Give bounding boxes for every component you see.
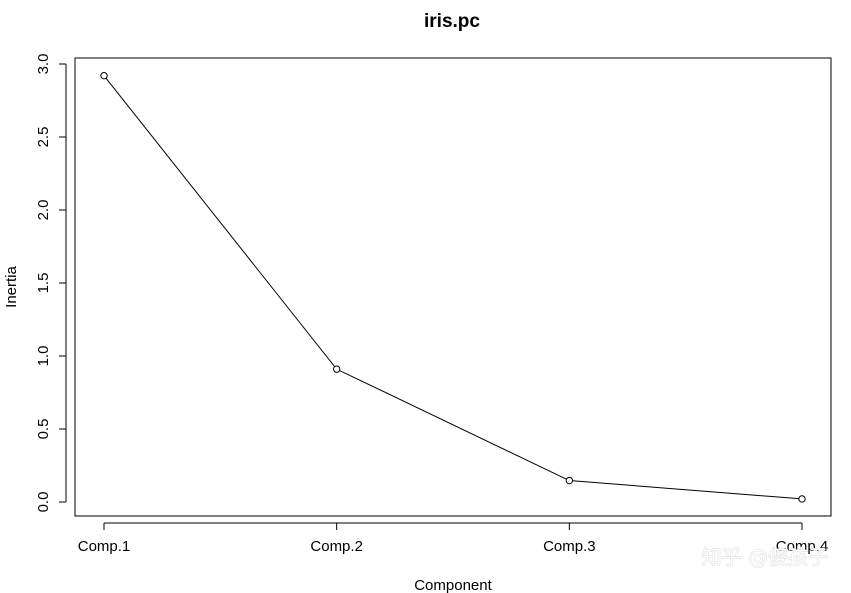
watermark: 知乎 @傻孩子: [702, 545, 828, 569]
y-axis-label: Inertia: [3, 266, 20, 308]
x-tick-label: Comp.1: [78, 538, 131, 555]
data-point: [565, 476, 574, 485]
x-axis: Comp.1 Comp.2 Comp.3 Comp.4: [78, 522, 829, 555]
chart-title: iris.pc: [424, 11, 480, 32]
y-axis: 0.0 0.5 1.0 1.5 2.0 2.5 3.0: [35, 54, 67, 513]
y-tick-label: 1.0: [35, 346, 52, 367]
plot-frame: [74, 57, 832, 517]
x-axis-label: Component: [414, 577, 492, 593]
y-tick-label: 3.0: [35, 54, 52, 75]
data-point: [798, 495, 806, 503]
data-series: [100, 71, 806, 503]
y-tick-label: 2.0: [35, 200, 52, 221]
data-point: [100, 71, 108, 80]
x-tick-label: Comp.4: [776, 538, 829, 555]
series-line: [103, 75, 803, 500]
x-tick-label: Comp.3: [543, 538, 596, 555]
x-tick-label: Comp.2: [310, 538, 363, 555]
y-tick-label: 0.0: [35, 492, 52, 513]
y-tick-label: 1.5: [35, 273, 52, 294]
data-point: [332, 365, 341, 373]
y-tick-label: 2.5: [35, 127, 52, 148]
y-tick-label: 0.5: [35, 419, 52, 440]
